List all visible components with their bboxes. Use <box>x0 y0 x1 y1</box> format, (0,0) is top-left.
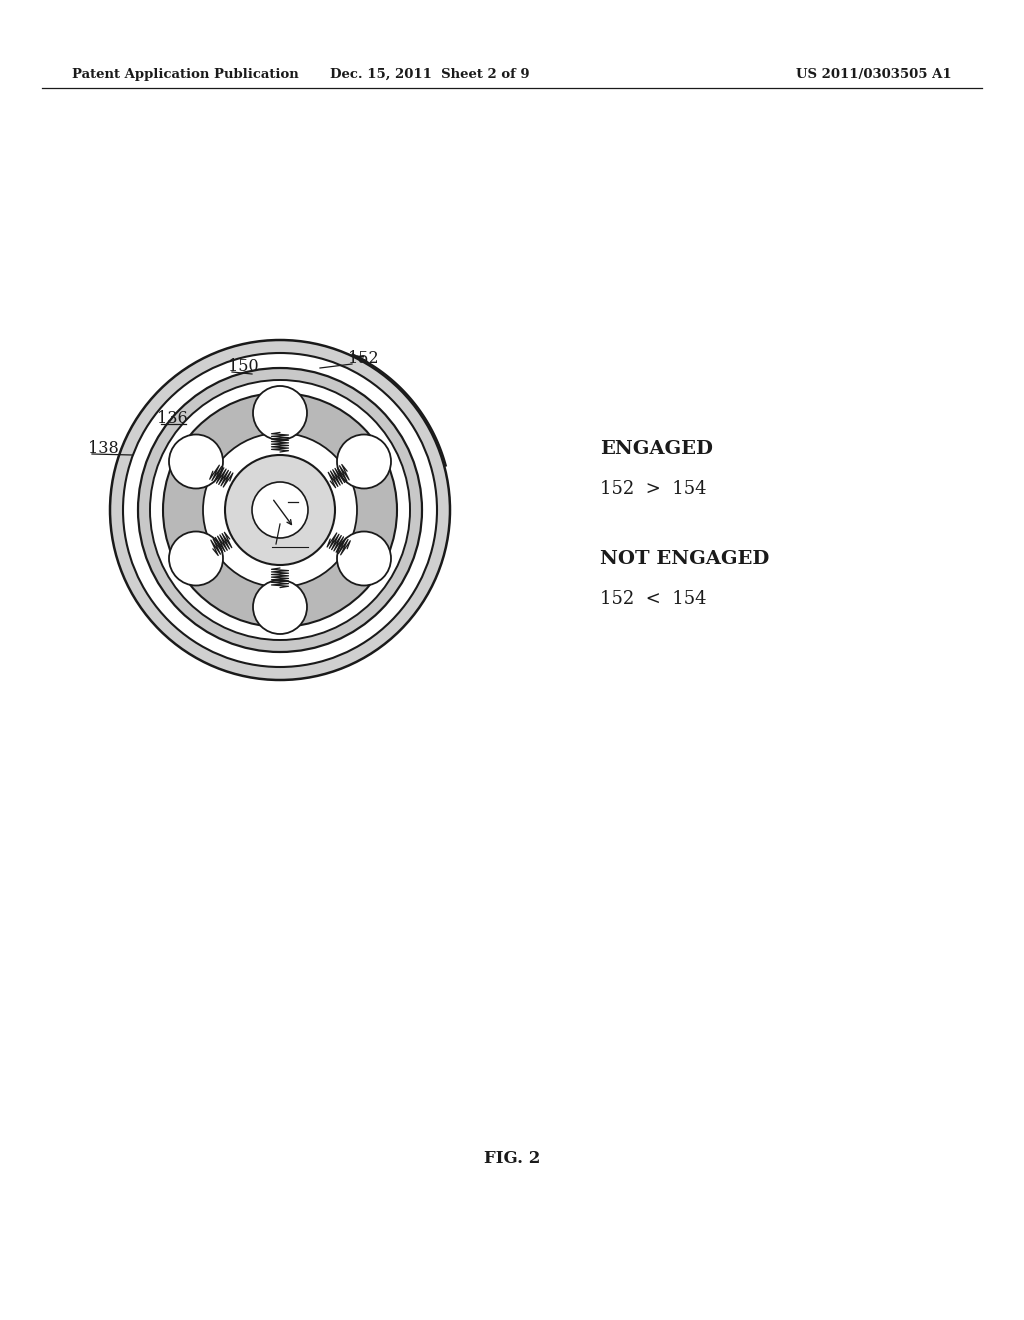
Text: 152  >  154: 152 > 154 <box>600 480 707 498</box>
Circle shape <box>337 532 391 586</box>
Text: NOT ENGAGED: NOT ENGAGED <box>600 550 769 568</box>
Circle shape <box>253 385 307 440</box>
Text: 152  <  154: 152 < 154 <box>600 590 707 609</box>
Text: US 2011/0303505 A1: US 2011/0303505 A1 <box>797 69 952 81</box>
Circle shape <box>123 352 437 667</box>
Circle shape <box>252 482 308 539</box>
Circle shape <box>337 434 391 488</box>
Text: 138: 138 <box>88 440 119 457</box>
Circle shape <box>163 393 397 627</box>
Circle shape <box>169 434 223 488</box>
Circle shape <box>138 368 422 652</box>
Circle shape <box>225 455 335 565</box>
Text: 136: 136 <box>157 411 187 426</box>
Text: 150: 150 <box>228 358 259 375</box>
Text: FIG. 2: FIG. 2 <box>483 1150 541 1167</box>
Text: 154: 154 <box>294 488 325 506</box>
Circle shape <box>150 380 410 640</box>
Text: Dec. 15, 2011  Sheet 2 of 9: Dec. 15, 2011 Sheet 2 of 9 <box>330 69 529 81</box>
Text: Patent Application Publication: Patent Application Publication <box>72 69 299 81</box>
Circle shape <box>110 341 450 680</box>
Text: 126: 126 <box>272 531 303 546</box>
Text: ENGAGED: ENGAGED <box>600 440 713 458</box>
Circle shape <box>253 579 307 634</box>
Text: 152: 152 <box>348 350 379 367</box>
Circle shape <box>169 532 223 586</box>
Circle shape <box>203 433 357 587</box>
